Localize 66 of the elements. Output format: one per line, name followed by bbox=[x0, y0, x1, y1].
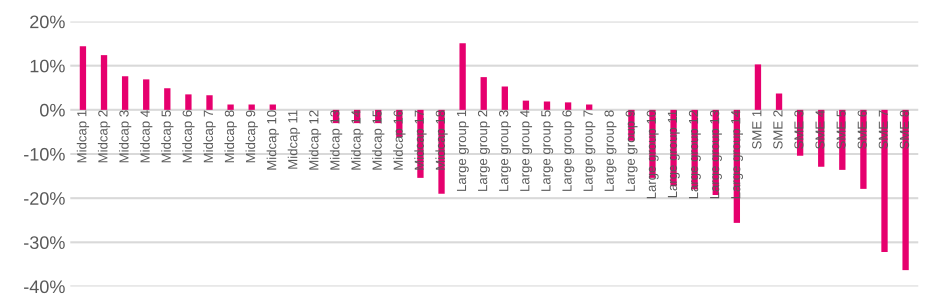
x-tick-label: Midcap 12 bbox=[308, 110, 322, 170]
y-tick-label: -10% bbox=[24, 148, 65, 161]
bar bbox=[502, 86, 508, 110]
x-tick-label: SME 2 bbox=[773, 110, 783, 149]
y-tick-label: 10% bbox=[30, 60, 65, 72]
x-tick-label: SME 4 bbox=[815, 110, 825, 149]
x-tick-label: Large group 4 bbox=[520, 110, 532, 191]
x-tick-label: Large group 2 bbox=[478, 110, 490, 191]
x-tick-label: SME 8 bbox=[900, 110, 910, 149]
x-tick-label: Large group 6 bbox=[562, 110, 574, 191]
x-tick-label: Large group 7 bbox=[584, 110, 596, 191]
bar bbox=[586, 104, 592, 110]
x-tick-label: Midcap 9 bbox=[246, 110, 258, 162]
x-tick-label: Large group 3 bbox=[499, 110, 511, 191]
x-tick-label: Midcap 2 bbox=[98, 110, 110, 162]
x-tick-label: Large group 12 bbox=[688, 110, 701, 198]
x-tick-label: Midcap 18 bbox=[435, 110, 448, 170]
x-tick-label: SME 6 bbox=[858, 110, 867, 149]
bar bbox=[544, 101, 550, 110]
bar bbox=[754, 64, 762, 110]
y-tick-label: 0% bbox=[40, 104, 65, 117]
x-tick-label: Midcap 11 bbox=[288, 110, 300, 169]
x-tick-label: SME 1 bbox=[752, 110, 762, 149]
x-tick-label: Midcap 7 bbox=[203, 110, 216, 162]
bar bbox=[164, 88, 170, 110]
bar bbox=[185, 94, 192, 110]
bar bbox=[248, 104, 255, 110]
x-tick-label: Large group 11 bbox=[668, 110, 680, 198]
bar bbox=[122, 76, 128, 110]
x-tick-label: Large group 9 bbox=[626, 110, 638, 191]
x-tick-label: Midcap 15 bbox=[372, 110, 384, 170]
x-tick-label: Midcap 4 bbox=[140, 110, 152, 162]
x-tick-label: Midcap 8 bbox=[224, 110, 237, 162]
bar bbox=[459, 43, 466, 110]
bar bbox=[564, 102, 572, 110]
bar bbox=[227, 104, 234, 110]
bar bbox=[270, 104, 276, 110]
y-tick-label: -20% bbox=[24, 192, 65, 205]
x-tick-label: Midcap 5 bbox=[161, 110, 174, 162]
x-tick-label: Large group 10 bbox=[646, 110, 659, 198]
x-tick-label: Large group 5 bbox=[541, 110, 554, 191]
x-tick-label: Midcap 6 bbox=[182, 110, 195, 162]
bar bbox=[80, 46, 86, 110]
y-tick-label: -40% bbox=[24, 280, 65, 294]
x-tick-label: Midcap 3 bbox=[118, 110, 132, 162]
bar bbox=[522, 100, 530, 110]
bar bbox=[143, 79, 150, 110]
bar bbox=[776, 94, 782, 110]
x-tick-label: Large group 13 bbox=[710, 110, 722, 198]
y-tick-label: -30% bbox=[24, 236, 65, 250]
x-tick-label: Midcap 1 bbox=[76, 110, 90, 162]
bar bbox=[206, 95, 213, 110]
x-tick-label: Midcap 14 bbox=[351, 110, 364, 170]
y-tick-label: 20% bbox=[30, 15, 65, 28]
x-tick-label: Large group 8 bbox=[604, 110, 616, 191]
x-tick-label: SME 5 bbox=[836, 110, 846, 149]
bar bbox=[480, 77, 487, 110]
x-tick-label: SME 3 bbox=[794, 110, 804, 149]
x-tick-label: Midcap 10 bbox=[266, 110, 279, 170]
x-tick-label: Midcap 16 bbox=[393, 110, 406, 170]
x-tick-label: SME 7 bbox=[878, 110, 888, 149]
bar bbox=[100, 55, 108, 110]
x-tick-label: Large group 14 bbox=[731, 110, 743, 198]
x-tick-label: Large group 1 bbox=[456, 110, 469, 191]
x-tick-label: Midcap 17 bbox=[414, 110, 427, 170]
x-tick-label: Midcap 13 bbox=[330, 110, 342, 170]
